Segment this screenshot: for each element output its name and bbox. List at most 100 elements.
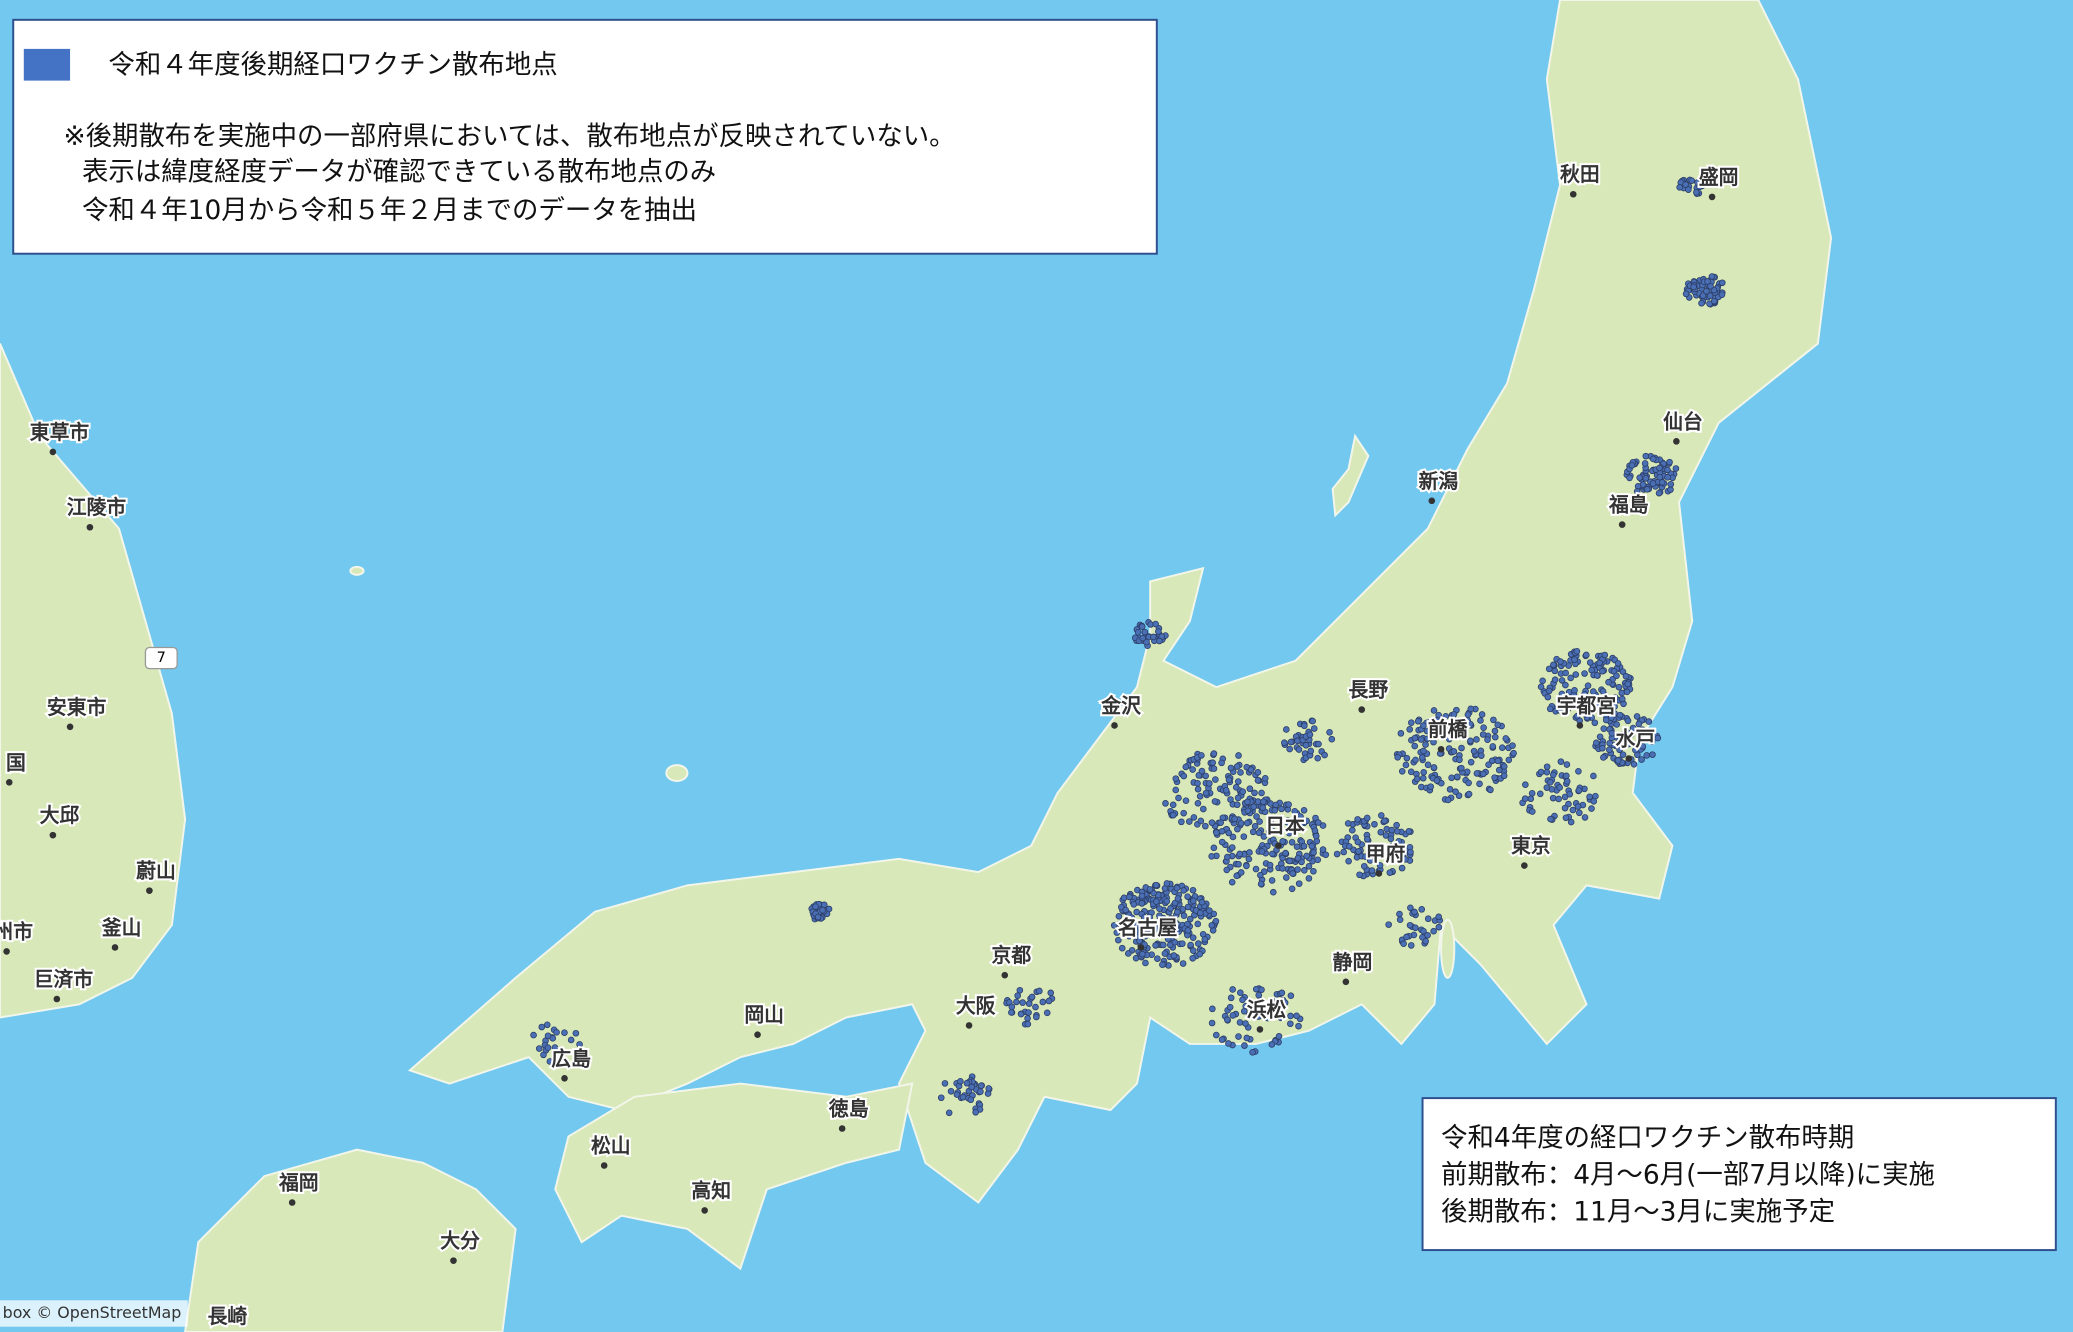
bait-point [1399, 865, 1405, 871]
place-dot [54, 996, 61, 1003]
info-box: 令和4年度の経口ワクチン散布時期 前期散布：4月～6月(一部7月以降)に実施 後… [1423, 1098, 2056, 1250]
bait-point [1310, 868, 1316, 874]
bait-point [1229, 879, 1235, 885]
bait-point [1650, 481, 1656, 487]
bait-point [1197, 951, 1203, 957]
bait-point [1468, 738, 1474, 744]
place-dot [966, 1022, 973, 1029]
bait-point [1631, 761, 1637, 767]
place-label: 国 [6, 751, 26, 774]
bait-point [1245, 799, 1251, 805]
bait-point [1590, 773, 1596, 779]
bait-point [1459, 745, 1465, 751]
bait-point [1151, 634, 1157, 640]
bait-point [1181, 810, 1187, 816]
bait-point [1537, 791, 1543, 797]
bait-point [1292, 808, 1298, 814]
bait-point [1139, 893, 1145, 899]
bait-point [1287, 858, 1293, 864]
bait-point [1195, 941, 1201, 947]
bait-point [1119, 945, 1125, 951]
place-label: 岡山 [744, 1004, 784, 1027]
bait-point [1306, 875, 1312, 881]
bait-point [1552, 668, 1558, 674]
bait-point [1412, 735, 1418, 741]
bait-point [1279, 806, 1285, 812]
bait-point [957, 1078, 963, 1084]
bait-point [1247, 850, 1253, 856]
bait-point [1244, 863, 1250, 869]
bait-point [1413, 757, 1419, 763]
bait-point [1355, 839, 1361, 845]
bait-point [1139, 624, 1145, 630]
bait-point [1281, 740, 1287, 746]
bait-point [1495, 758, 1501, 764]
place-label: 州市 [0, 920, 33, 943]
bait-point [1290, 871, 1296, 877]
bait-point [1572, 657, 1578, 663]
bait-point [1540, 678, 1546, 684]
bait-point [1123, 907, 1129, 913]
bait-point [1310, 718, 1316, 724]
bait-point [1179, 941, 1185, 947]
bait-point [1478, 753, 1484, 759]
bait-point [1480, 732, 1486, 738]
bait-point [1288, 993, 1294, 999]
bait-point [1407, 726, 1413, 732]
bait-point [1492, 734, 1498, 740]
place-dot [1521, 862, 1528, 869]
bait-point [1408, 849, 1414, 855]
bait-point [1257, 872, 1263, 878]
bait-point [1454, 774, 1460, 780]
bait-point [1656, 490, 1662, 496]
bait-point [1644, 486, 1650, 492]
bait-point [1198, 818, 1204, 824]
bait-point [1260, 799, 1266, 805]
bait-point [1026, 1001, 1032, 1007]
bait-point [1181, 773, 1187, 779]
bait-point [1582, 671, 1588, 677]
bait-point [1234, 802, 1240, 808]
bait-point [1257, 819, 1263, 825]
bait-point [1619, 690, 1625, 696]
bait-point [1510, 743, 1516, 749]
bait-point [1230, 1013, 1236, 1019]
place-dot [1343, 979, 1350, 986]
place-label: 仙台 [1663, 410, 1703, 433]
bait-point [1252, 790, 1258, 796]
bait-point [1600, 668, 1606, 674]
bait-point [1224, 867, 1230, 873]
bait-point [1719, 280, 1725, 286]
bait-point [1643, 453, 1649, 459]
bait-point [1563, 815, 1569, 821]
bait-point [1009, 1004, 1015, 1010]
bait-point [1397, 911, 1403, 917]
bait-point [1304, 853, 1310, 859]
bait-point [1286, 802, 1292, 808]
bait-point [1303, 742, 1309, 748]
legend-box: 令和４年度後期経口ワクチン散布地点 ※後期散布を実施中の一部府県においては、散布… [13, 20, 1157, 254]
place-label: 長崎 [208, 1305, 248, 1328]
bait-point [1238, 870, 1244, 876]
bait-point [1240, 997, 1246, 1003]
bait-point [1206, 781, 1212, 787]
bait-point [1309, 843, 1315, 849]
map: 秋田盛岡仙台新潟福島長野前橋宇都宮水戸金沢日本甲府東京名古屋京都大阪静岡浜松岡山… [0, 0, 2073, 1332]
bait-point [1212, 777, 1218, 783]
bait-point [1013, 999, 1019, 1005]
bait-point [1563, 670, 1569, 676]
bait-point [1296, 1023, 1302, 1029]
bait-point [1206, 908, 1212, 914]
bait-point [1195, 800, 1201, 806]
bait-point [1594, 673, 1600, 679]
bait-point [1436, 924, 1442, 930]
bait-point [977, 1089, 983, 1095]
bait-point [1683, 182, 1689, 188]
bait-point [1668, 481, 1674, 487]
bait-point [1615, 660, 1621, 666]
bait-point [1262, 775, 1268, 781]
bait-point [1219, 828, 1225, 834]
info-line: 前期散布：4月～6月(一部7月以降)に実施 [1441, 1160, 1935, 1191]
bait-point [1511, 750, 1517, 756]
bait-point [1425, 916, 1431, 922]
